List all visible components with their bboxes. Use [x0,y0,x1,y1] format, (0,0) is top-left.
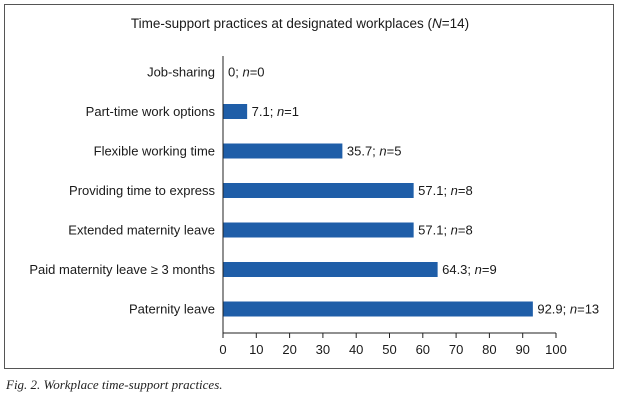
x-tick-label: 30 [316,342,330,357]
x-tick-label: 0 [219,342,226,357]
x-tick-label: 60 [416,342,430,357]
category-label: Job-sharing [147,65,215,80]
value-label: 0; n=0 [228,65,265,80]
value-label: 57.1; n=8 [418,223,473,238]
bar [223,222,414,238]
x-tick-label: 80 [482,342,496,357]
bar [223,104,248,119]
x-tick-label: 20 [282,342,296,357]
chart-frame [4,4,614,369]
category-label: Flexible working time [94,144,215,159]
x-tick-label: 90 [515,342,529,357]
category-label: Providing time to express [69,183,215,198]
value-label: 7.1; n=1 [252,104,299,119]
category-label: Paternity leave [129,302,215,317]
category-label: Extended maternity leave [68,223,215,238]
bar [223,301,533,317]
value-label: 35.7; n=5 [347,144,402,159]
bar [223,143,343,159]
bar [223,262,438,277]
figure-caption: Fig. 2. Workplace time-support practices… [6,377,223,392]
x-tick-label: 70 [449,342,463,357]
x-tick-label: 10 [249,342,263,357]
x-tick-label: 40 [349,342,363,357]
chart-title: Time-support practices at designated wor… [130,16,470,31]
category-label: Paid maternity leave ≥ 3 months [29,262,215,277]
value-label: 92.9; n=13 [537,302,599,317]
category-label: Part-time work options [86,104,216,119]
value-label: 57.1; n=8 [418,183,473,198]
x-tick-label: 50 [382,342,396,357]
x-tick-label: 100 [545,342,567,357]
value-label: 64.3; n=9 [442,262,497,277]
bar [223,183,414,198]
